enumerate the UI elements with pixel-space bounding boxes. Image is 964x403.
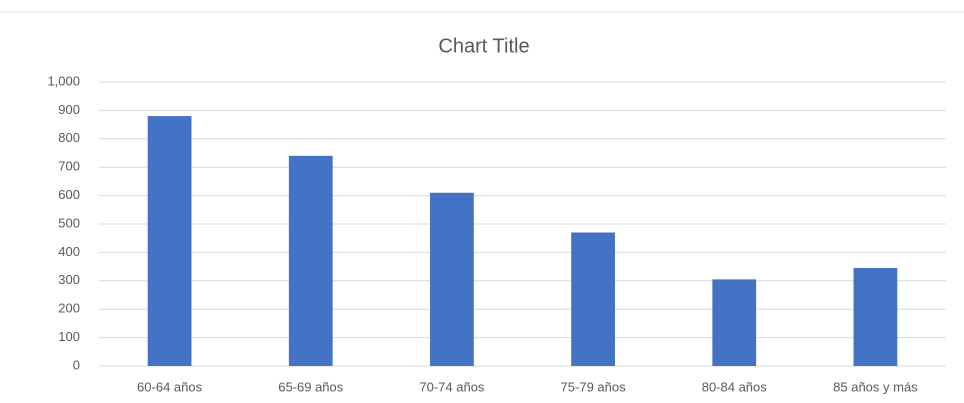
bar (853, 268, 898, 366)
y-tick-label: 0 (73, 357, 80, 372)
y-tick-label: 100 (58, 329, 80, 344)
y-tick-label: 900 (58, 102, 80, 117)
bar (147, 116, 192, 366)
y-tick-label: 1,000 (47, 73, 80, 88)
y-tick-label: 600 (58, 187, 80, 202)
x-tick-label: 65-69 años (278, 379, 344, 394)
bar (288, 155, 333, 366)
y-tick-label: 300 (58, 272, 80, 287)
bar (571, 232, 615, 366)
x-tick-label: 80-84 años (702, 379, 768, 394)
x-tick-label: 70-74 años (419, 379, 485, 394)
bar (712, 279, 757, 366)
y-tick-label: 500 (58, 215, 80, 230)
y-tick-label: 700 (58, 159, 80, 174)
y-tick-label: 200 (58, 301, 80, 316)
x-tick-label: 75-79 años (561, 379, 627, 394)
y-tick-label: 800 (58, 130, 80, 145)
bar (430, 192, 474, 366)
chart-title: Chart Title (438, 35, 529, 57)
y-tick-label: 400 (58, 244, 80, 259)
x-tick-label: 60-64 años (137, 379, 203, 394)
x-tick-label: 85 años y más (833, 379, 918, 394)
